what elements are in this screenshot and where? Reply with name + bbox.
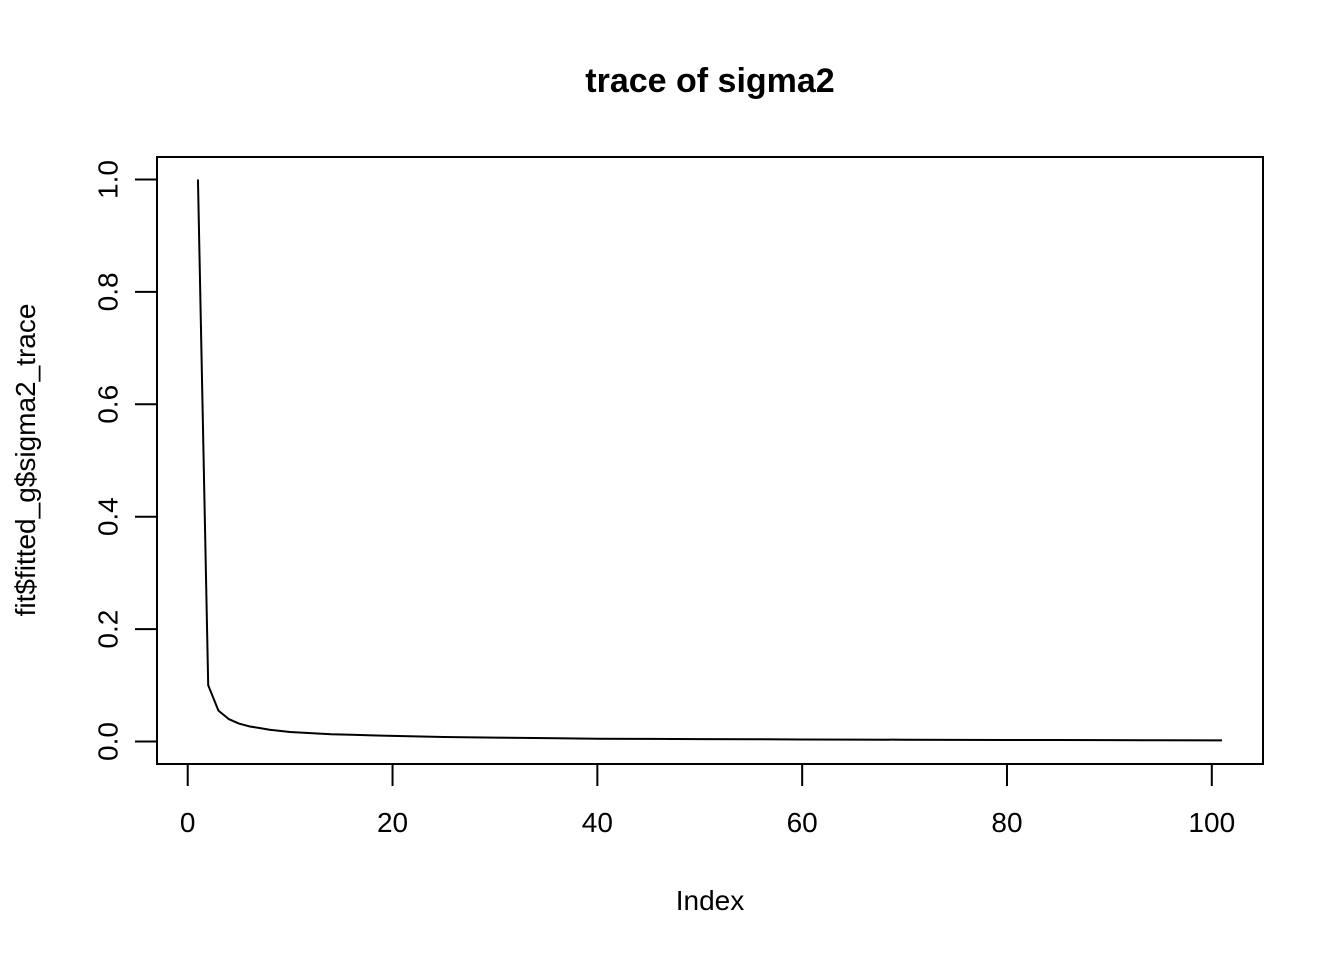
- y-axis: 0.0 0.2 0.4 0.6 0.8 1.0: [92, 160, 158, 761]
- y-tick-label: 0.8: [92, 272, 123, 311]
- x-tick-label: 0: [180, 807, 196, 838]
- x-tick-label: 60: [787, 807, 818, 838]
- x-tick-label: 80: [991, 807, 1022, 838]
- x-tick-label: 20: [377, 807, 408, 838]
- y-tick-label: 0.2: [92, 610, 123, 649]
- y-tick-label: 1.0: [92, 160, 123, 199]
- x-axis: 0 20 40 60 80 100: [180, 763, 1235, 838]
- chart-title: trace of sigma2: [585, 62, 834, 100]
- y-tick-label: 0.4: [92, 497, 123, 536]
- x-tick-label: 100: [1188, 807, 1235, 838]
- x-tick-label: 40: [582, 807, 613, 838]
- series-line: [196, 179, 1223, 742]
- y-tick-label: 0.0: [92, 722, 123, 761]
- y-axis-label: fit$fitted_g$sigma2_trace: [10, 304, 41, 617]
- x-axis-label: Index: [676, 885, 745, 916]
- plot-frame: [156, 156, 1264, 765]
- y-tick-label: 0.6: [92, 385, 123, 424]
